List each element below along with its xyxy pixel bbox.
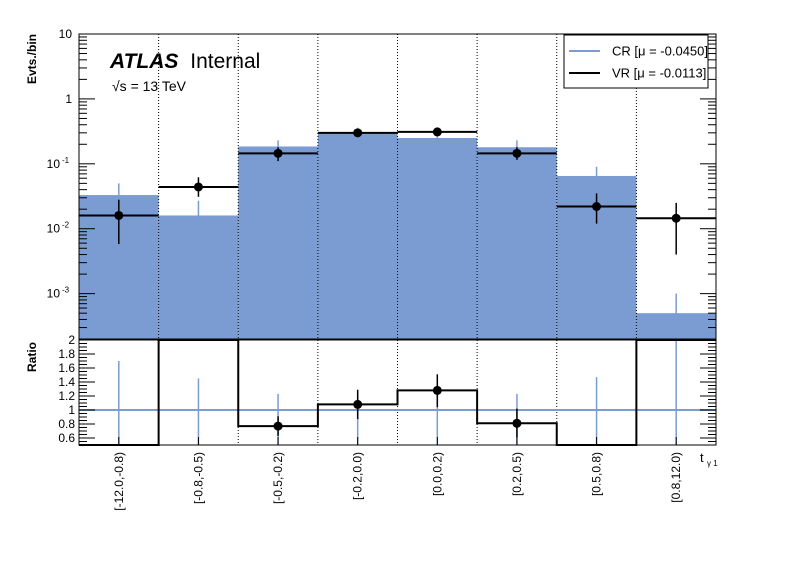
ratio-vr-point-4 xyxy=(432,385,442,395)
legend-cr-label: CR [μ = -0.0450] xyxy=(612,44,708,59)
xtick-label-6: [0.5,0.8) xyxy=(590,452,604,496)
x-axis: [-12.0,-0.8) [-0.8,-0.5) [-0.5,-0.2) [-0.2,… xyxy=(112,437,683,511)
main-frame-rect xyxy=(78,33,717,340)
cr-bar-2 xyxy=(238,146,318,339)
vr-point-5 xyxy=(512,148,522,158)
main-ytick-exponent-2: -1 xyxy=(62,156,70,165)
ratio-ytick-label-7: 0.6 xyxy=(58,431,75,445)
ratio-ytick-label-3: 1.4 xyxy=(58,375,75,389)
main-ytick-label-4: 10 xyxy=(47,287,61,301)
legend-vr-label: VR [μ = -0.0113] xyxy=(612,66,706,81)
ratio-ytick-label-5: 1 xyxy=(68,403,75,417)
vr-point-1 xyxy=(193,182,203,192)
atlas-label-group: ATLAS Internal xyxy=(109,50,260,73)
x-axis-title-subscript: γ 1 xyxy=(707,459,718,468)
vr-point-3 xyxy=(353,128,363,138)
cr-bar-4 xyxy=(397,137,478,339)
cr-bar-5 xyxy=(477,147,557,339)
main-ytick-exponent-4: -3 xyxy=(62,286,70,295)
ratio-vr-point-5 xyxy=(512,418,522,428)
ratio-vr-point-3 xyxy=(353,399,363,409)
ratio-y-axis: 21.81.61.41.210.80.6 xyxy=(58,333,716,446)
main-ylabel: Evts./bin xyxy=(25,34,39,84)
ratio-ytick-label-2: 1.6 xyxy=(58,361,75,375)
legend: CR [μ = -0.0450] VR [μ = -0.0113] xyxy=(563,34,709,89)
xtick-label-0: [-12.0,-0.8) xyxy=(112,452,126,511)
ratio-ytick-label-4: 1.2 xyxy=(58,389,75,403)
main-ytick-label-0: 10 xyxy=(59,27,73,41)
vr-point-0 xyxy=(114,210,124,220)
main-vr-points xyxy=(79,127,716,255)
xtick-label-3: [-0.2,0.0) xyxy=(351,452,365,500)
main-cr-histogram xyxy=(79,132,716,339)
xtick-label-4: [0.0,0.2) xyxy=(430,452,444,496)
atlas-label: ATLAS xyxy=(109,50,178,73)
vr-point-4 xyxy=(432,127,442,137)
xtick-label-7: [0.8,12.0) xyxy=(669,452,683,503)
x-axis-title: t xyxy=(700,450,704,465)
energy-label: √s = 13 TeV xyxy=(112,78,187,94)
main-ytick-label-3: 10 xyxy=(47,222,61,236)
cr-bar-3 xyxy=(317,132,398,339)
vr-point-2 xyxy=(273,148,283,158)
main-ytick-exponent-3: -2 xyxy=(62,221,70,230)
vr-point-6 xyxy=(592,201,602,211)
main-ytick-label-1: 1 xyxy=(65,92,72,106)
ratio-ylabel: Ratio xyxy=(25,342,39,372)
ratio-ytick-label-6: 0.8 xyxy=(58,417,75,431)
ratio-vr-point-2 xyxy=(273,421,283,431)
ratio-ytick-label-0: 2 xyxy=(68,333,75,347)
main-ytick-label-2: 10 xyxy=(47,157,61,171)
ratio-ytick-label-1: 1.8 xyxy=(58,347,75,361)
xtick-label-5: [0.2,0.5) xyxy=(510,452,524,496)
atlas-status: Internal xyxy=(190,50,260,73)
main-frame xyxy=(78,33,717,340)
legend-box xyxy=(563,34,709,89)
xtick-label-1: [-0.8,-0.5) xyxy=(191,452,205,504)
vr-point-7 xyxy=(671,213,681,223)
xtick-label-2: [-0.5,-0.2) xyxy=(271,452,285,504)
